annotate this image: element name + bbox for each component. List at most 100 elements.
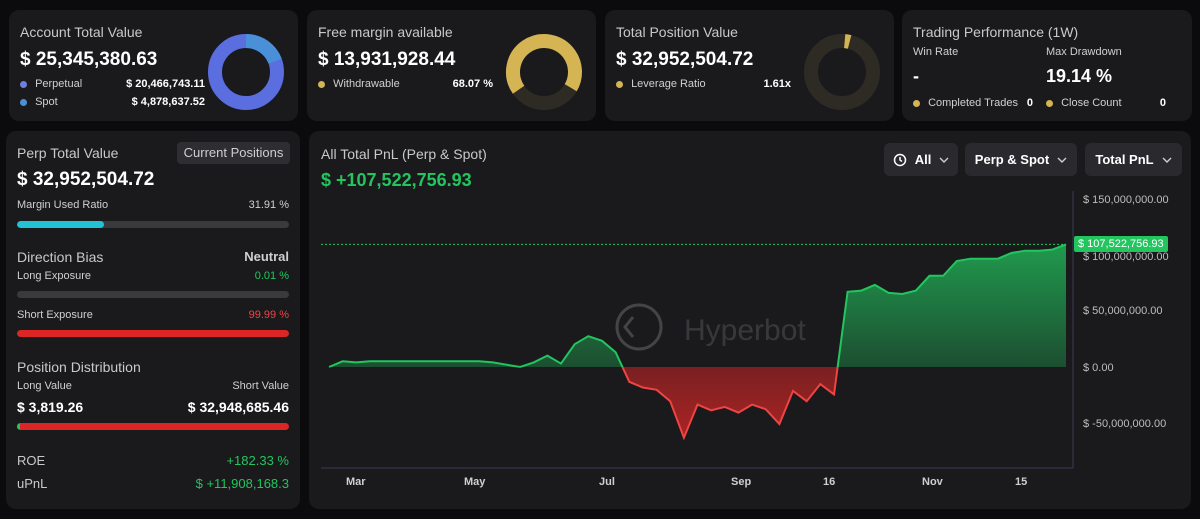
chevron-down-icon [939,157,949,163]
roe-label: ROE [17,453,46,468]
max-drawdown-value: 19.14 % [1046,66,1113,86]
scope-filter-dropdown[interactable]: Perp & Spot [965,143,1077,176]
close-count-value: 0 [1159,97,1166,109]
account-donut [208,34,284,110]
scope-filter-label: Perp & Spot [974,152,1050,167]
upnl-value: $ +11,908,168.3 [195,476,289,491]
pnl-title: All Total PnL (Perp & Spot) [321,146,487,162]
leverage-label: Leverage Ratio [631,78,706,90]
current-positions-button[interactable]: Current Positions [177,142,290,164]
close-count-dot [1046,99,1053,107]
pnl-negative-line [329,367,839,441]
withdrawable-value: 68.07 % [452,78,493,90]
short-exposure-value: 99.99 % [248,309,289,321]
margin-used-fill [17,221,104,228]
direction-bias-label: Direction Bias [17,249,104,265]
total-position-title: Total Position Value [616,24,738,40]
win-rate-value: - [913,66,919,86]
leverage-arc [804,34,880,110]
close-count-row: Close Count 0 [1046,97,1166,109]
upnl-label: uPnL [17,476,48,491]
perpetual-dot [20,80,27,88]
pnl-value: $ +107,522,756.93 [321,170,472,190]
total-position-value: $ 32,952,504.72 [616,49,754,70]
x-tick-label: May [464,476,486,488]
roe-value: +182.33 % [226,453,289,468]
margin-used-label: Margin Used Ratio [17,199,109,211]
long-exposure-bar [17,291,289,298]
completed-trades-label: Completed Trades [928,97,1018,109]
spot-value: $ 4,878,637.52 [131,96,205,108]
trading-performance-card: Trading Performance (1W) Win Rate - Max … [902,10,1192,121]
free-margin-value: $ 13,931,928.44 [318,49,456,70]
long-value: $ 3,819.26 [17,399,84,415]
x-tick-label: 16 [823,476,836,488]
spot-label: Spot [35,96,58,108]
pnl-positive-line [328,243,1067,367]
x-tick-label: Jul [599,476,615,488]
completed-trades-row: Completed Trades 0 [913,97,1033,109]
x-tick-label: Nov [922,476,943,488]
close-count-label: Close Count [1061,97,1122,109]
perpetual-row: Perpetual $ 20,466,743.11 [20,78,205,90]
leverage-value: 1.61x [763,78,791,90]
long-exposure-label: Long Exposure [17,270,91,282]
long-share-fill [17,423,20,430]
spot-arc [208,34,284,110]
metric-filter-label: Total PnL [1095,152,1154,167]
perp-panel: Perp Total Value Current Positions $ 32,… [6,131,300,509]
short-exposure-bar [17,330,289,337]
range-filter-dropdown[interactable]: All [884,143,958,176]
spot-dot [20,98,27,106]
short-value: $ 32,948,685.46 [187,399,289,415]
withdrawable-row: Withdrawable 68.07 % [318,78,493,90]
y-tick-label: $ 150,000,000.00 [1083,194,1169,206]
hyperbot-watermark-text: Hyperbot [684,314,806,347]
long-value-label: Long Value [17,380,72,392]
short-exposure-label: Short Exposure [17,309,93,321]
pnl-positive-area [329,244,1066,367]
short-value-label: Short Value [232,380,289,392]
withdrawable-arc [506,34,583,110]
chevron-down-icon [1057,157,1067,163]
x-tick-label: Mar [346,476,366,488]
completed-trades-dot [913,99,920,107]
perp-total-title: Perp Total Value [17,145,119,161]
metric-filter-dropdown[interactable]: Total PnL [1085,143,1182,176]
withdrawable-dot [318,80,325,88]
clock-icon [893,153,906,166]
completed-trades-value: 0 [1026,97,1033,109]
perpetual-label: Perpetual [35,78,83,90]
margin-used-bar [17,221,289,228]
account-total-card: Account Total Value $ 25,345,380.63 Perp… [9,10,298,121]
account-total-value: $ 25,345,380.63 [20,49,158,70]
current-value-badge: $ 107,522,756.93 [1074,236,1168,253]
x-tick-label: Sep [731,476,752,488]
perpetual-value: $ 20,466,743.11 [126,78,205,90]
y-tick-label: $ 100,000,000.00 [1083,251,1169,263]
y-tick-label: $ 50,000,000.00 [1083,305,1163,317]
account-total-title: Account Total Value [20,24,143,40]
hyperbot-watermark [615,303,663,351]
win-rate-label: Win Rate [913,46,959,58]
leverage-row: Leverage Ratio 1.61x [616,78,791,90]
y-tick-label: $ -50,000,000.00 [1083,418,1167,430]
free-margin-title: Free margin available [318,24,453,40]
withdrawable-label: Withdrawable [333,78,400,90]
max-drawdown-label: Max Drawdown [1046,46,1122,58]
y-tick-label: $ 0.00 [1083,362,1114,374]
leverage-donut [804,34,880,110]
position-distribution-label: Position Distribution [17,359,141,375]
x-tick-label: 15 [1015,476,1028,488]
spot-row: Spot $ 4,878,637.52 [20,96,205,108]
pnl-negative-area [329,367,1066,438]
margin-used-value: 31.91 % [248,199,289,211]
position-distribution-bar [17,423,289,430]
range-filter-label: All [914,152,932,167]
trading-performance-title: Trading Performance (1W) [913,24,1079,40]
leverage-dot [616,80,623,88]
pnl-chart: Hyperbot [321,191,1074,469]
perp-total-value: $ 32,952,504.72 [17,169,155,190]
chevron-down-icon [1162,157,1172,163]
free-margin-donut [506,34,583,110]
